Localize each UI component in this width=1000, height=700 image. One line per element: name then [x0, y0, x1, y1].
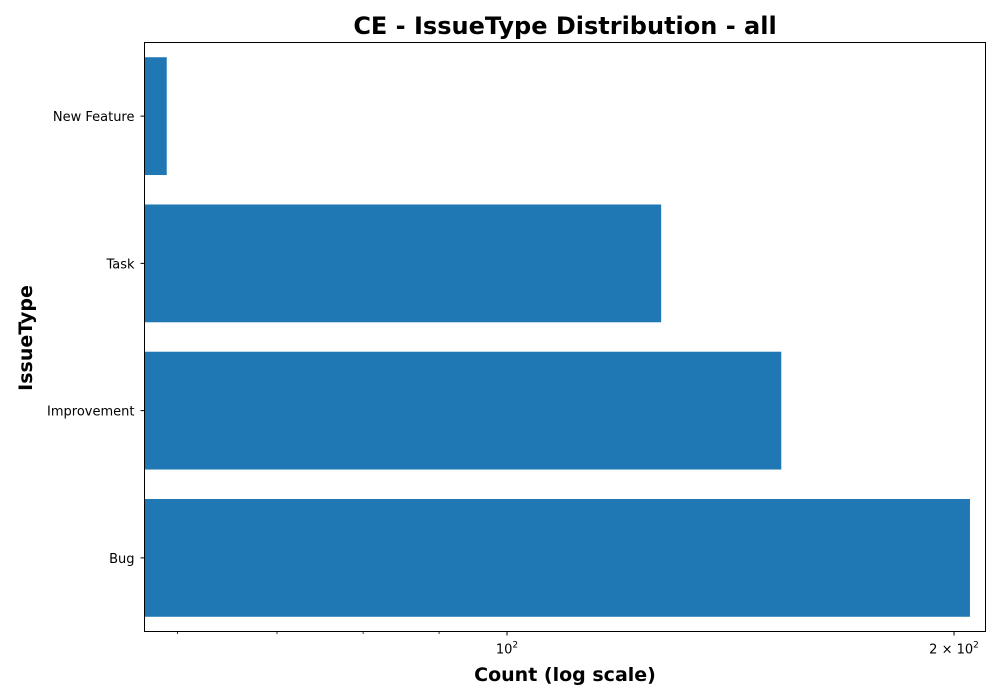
bars-group [144, 57, 970, 617]
bar-new-feature [144, 57, 167, 176]
x-tick-label: 102 [496, 641, 518, 658]
y-axis-label: IssueType [15, 285, 37, 391]
y-tick-label: Improvement [47, 405, 134, 420]
x-ticks-group: 102 2 × 102 [177, 631, 979, 658]
chart-title: CE - IssueType Distribution - all [353, 12, 776, 40]
y-tick-label: Task [105, 257, 135, 272]
y-tick-label: Bug [109, 552, 134, 567]
x-tick-label: 2 × 102 [929, 641, 979, 658]
y-ticks-group: Bug Improvement Task New Feature [47, 110, 145, 567]
plot-frame [144, 42, 986, 632]
bar-bug [144, 498, 970, 617]
bar-task [144, 204, 662, 323]
y-tick-label: New Feature [53, 110, 135, 125]
bar-improvement [144, 351, 782, 470]
x-axis-label: Count (log scale) [474, 664, 656, 686]
